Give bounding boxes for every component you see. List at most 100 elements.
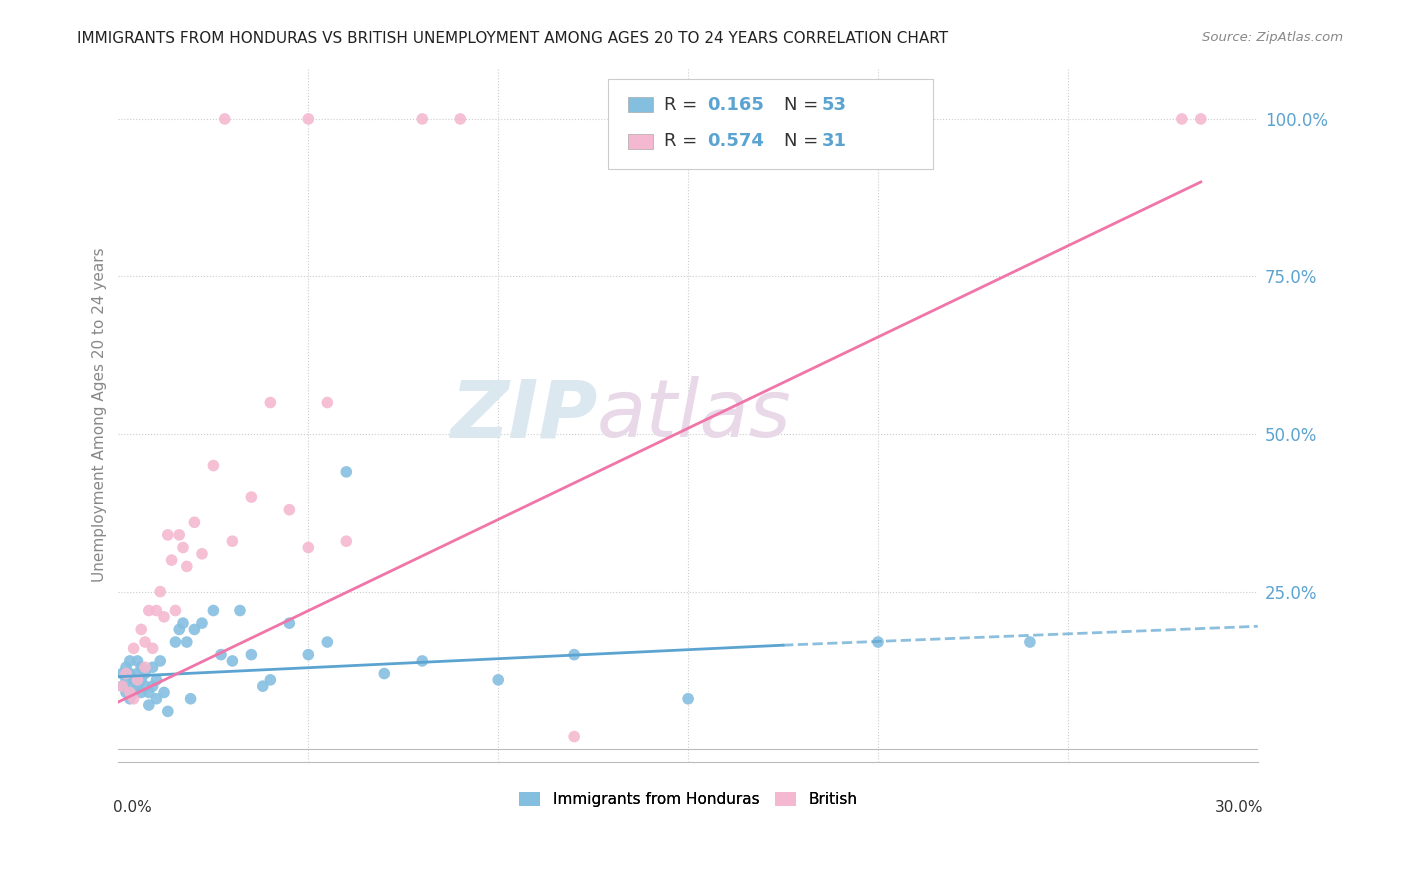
Point [167,623,190,637]
Text: 53: 53 [821,95,846,113]
Point [129,660,152,674]
Text: N =: N = [783,132,824,151]
Point [316,635,339,649]
Point [240,490,263,504]
Point [129,673,152,687]
Text: IMMIGRANTS FROM HONDURAS VS BRITISH UNEMPLOYMENT AMONG AGES 20 TO 24 YEARS CORRE: IMMIGRANTS FROM HONDURAS VS BRITISH UNEM… [77,31,949,46]
Point [145,603,167,617]
Point [160,553,183,567]
Point [562,648,585,662]
Point [138,685,160,699]
Point [278,502,301,516]
Point [278,616,301,631]
Point [111,666,134,681]
FancyBboxPatch shape [609,78,934,169]
Point [297,648,319,662]
Point [202,458,225,473]
Point [191,616,214,631]
Text: 0.165: 0.165 [707,95,765,113]
Text: 30.0%: 30.0% [1215,800,1264,815]
Point [202,603,225,617]
Point [486,673,509,687]
Point [259,673,281,687]
Point [129,685,152,699]
Point [149,584,172,599]
Point [449,112,471,126]
Text: R =: R = [664,95,703,113]
Point [373,666,395,681]
Point [562,730,585,744]
Point [259,395,281,409]
Point [1019,635,1042,649]
Point [866,635,889,649]
FancyBboxPatch shape [627,134,652,149]
Point [229,603,252,617]
Point [180,691,202,706]
Point [122,685,145,699]
Point [127,679,149,693]
Point [111,679,134,693]
Text: Source: ZipAtlas.com: Source: ZipAtlas.com [1202,31,1343,45]
Text: atlas: atlas [598,376,792,454]
Point [118,666,141,681]
Text: 0.0%: 0.0% [112,800,152,815]
Point [145,691,167,706]
Point [118,654,141,668]
Point [115,685,138,699]
Point [191,547,214,561]
Point [111,679,134,693]
Point [142,679,165,693]
Point [122,673,145,687]
Point [134,635,156,649]
Point [153,610,176,624]
Point [209,648,232,662]
Point [1189,112,1212,126]
Point [172,541,194,555]
Point [214,112,236,126]
Point [122,679,145,693]
Text: 31: 31 [821,132,846,151]
Text: R =: R = [664,132,703,151]
Point [176,559,198,574]
Point [115,673,138,687]
Point [183,623,205,637]
Point [118,691,141,706]
Point [221,654,243,668]
Point [1171,112,1194,126]
Point [335,465,357,479]
Point [221,534,243,549]
Point [165,635,187,649]
Point [115,666,138,681]
Point [138,698,160,712]
Point [335,534,357,549]
Point [149,654,172,668]
Point [297,112,319,126]
Point [165,603,187,617]
Point [122,691,145,706]
Point [297,541,319,555]
Point [134,679,156,693]
Point [156,704,179,718]
Point [127,666,149,681]
Point [118,685,141,699]
Point [156,528,179,542]
Point [172,616,194,631]
Point [138,603,160,617]
Point [134,660,156,674]
Point [411,112,433,126]
Point [316,395,339,409]
Point [145,673,167,687]
Point [411,654,433,668]
Point [115,660,138,674]
Point [183,516,205,530]
Point [240,648,263,662]
Point [127,673,149,687]
Point [129,623,152,637]
Point [153,685,176,699]
Point [142,660,165,674]
Y-axis label: Unemployment Among Ages 20 to 24 years: Unemployment Among Ages 20 to 24 years [93,248,107,582]
Text: ZIP: ZIP [450,376,598,454]
Point [176,635,198,649]
Point [142,641,165,656]
Legend: Immigrants from Honduras, British: Immigrants from Honduras, British [513,786,863,814]
